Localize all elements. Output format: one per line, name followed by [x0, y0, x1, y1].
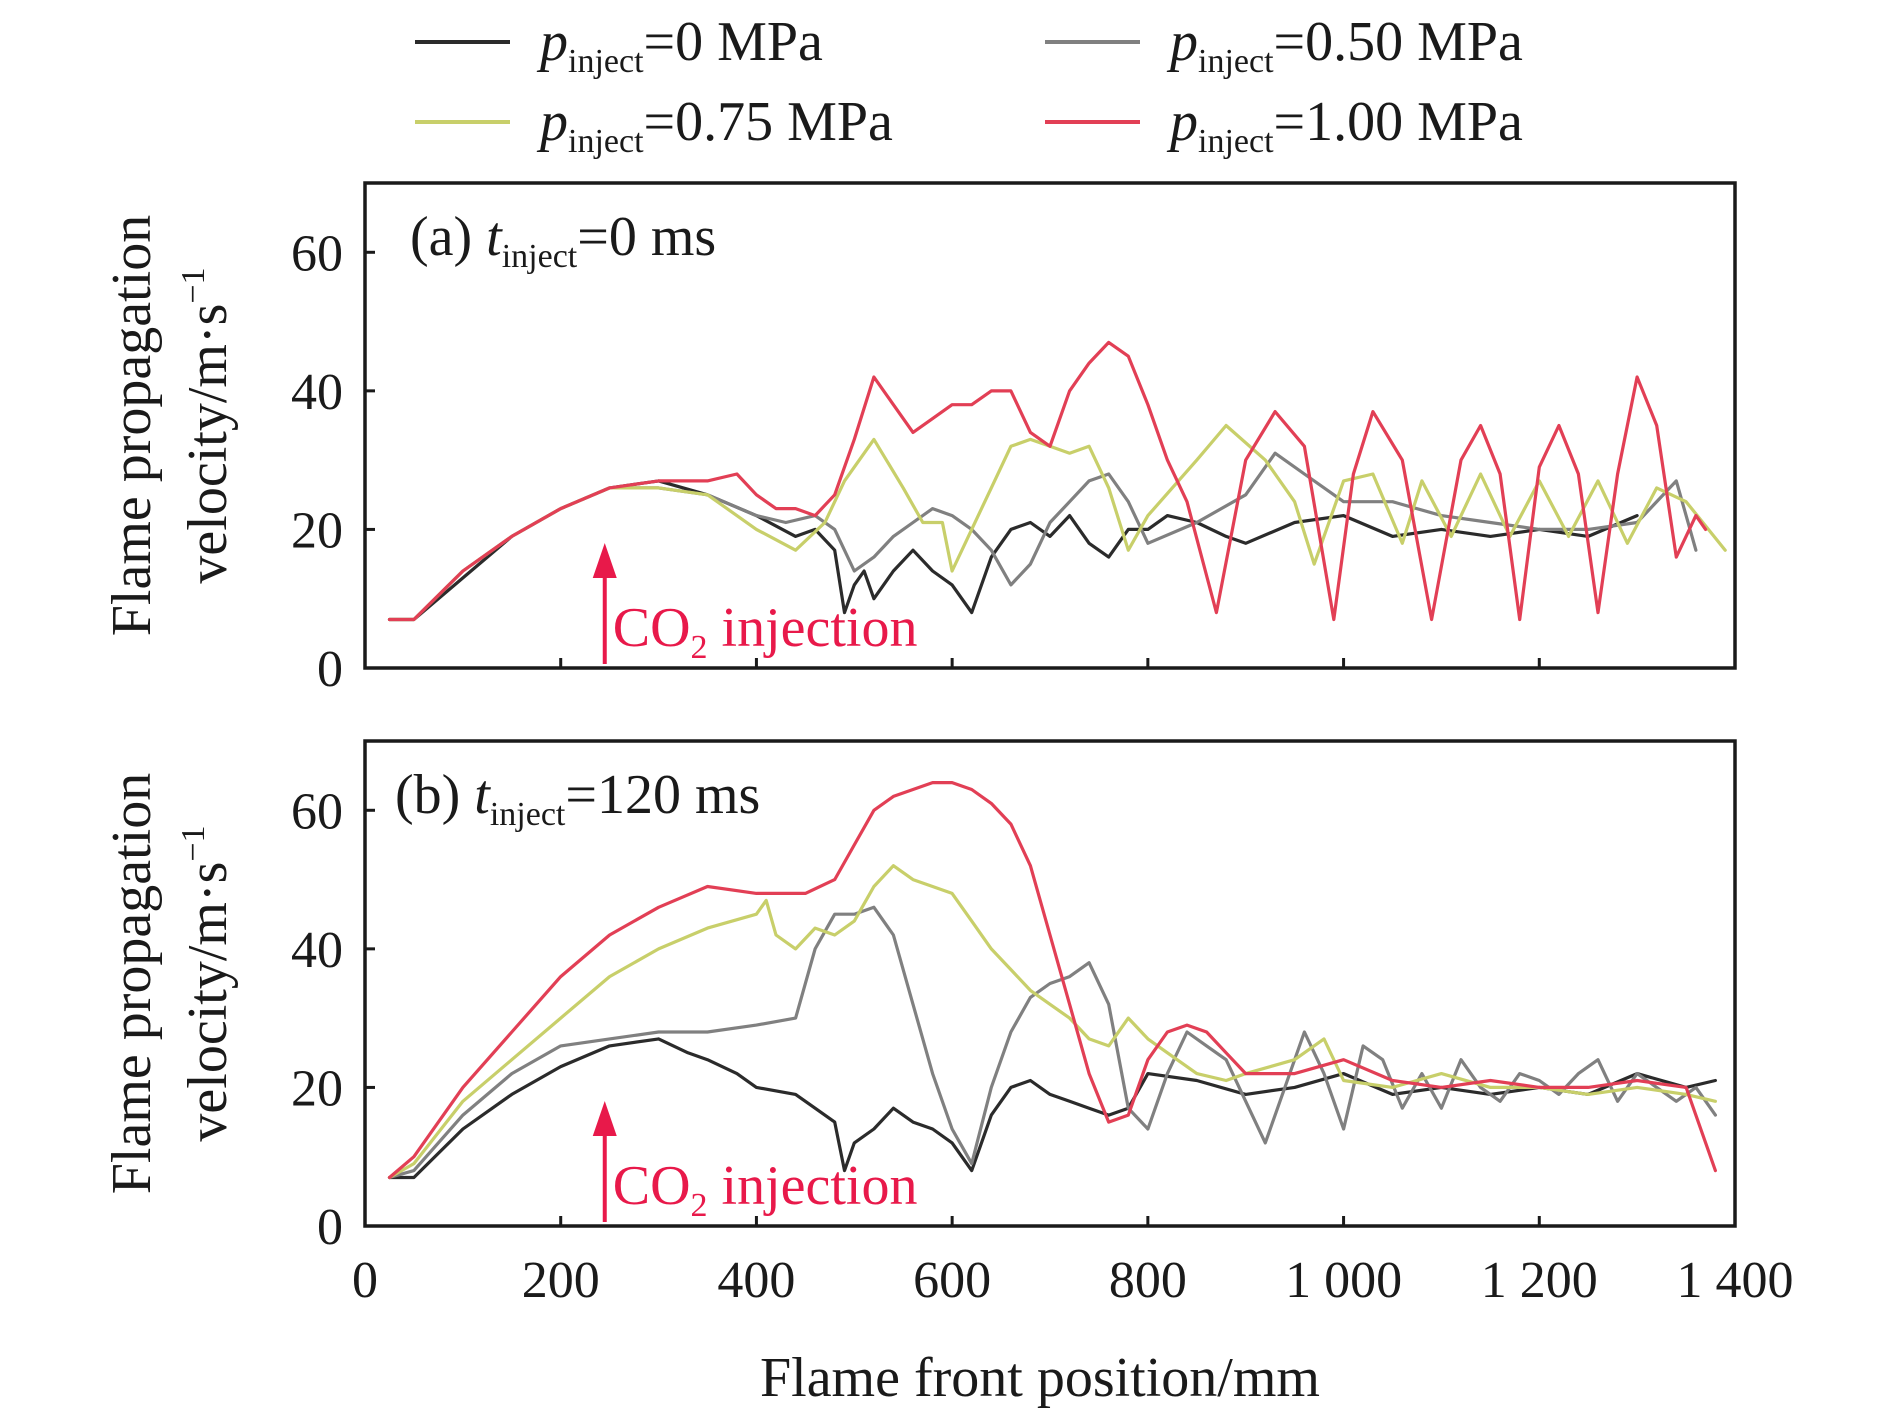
legend-entry-1: pinject=0.50 MPa	[1166, 11, 1523, 80]
series-line-2	[387, 423, 1727, 622]
y-tick-label: 0	[317, 641, 343, 698]
y-axis-title-line2: velocity/m·s−1	[175, 825, 239, 1141]
legend: pinject=0 MPa pinject=0.50 MPa pinject=0.7…	[415, 11, 1523, 160]
panel-label: (a) tinject=0 ms	[410, 206, 716, 275]
y-axis-title-line1: Flame propagation	[101, 215, 163, 636]
x-tick-label: 200	[522, 1252, 600, 1309]
series-line-3	[387, 780, 1718, 1180]
annotation-arrow-head	[592, 1101, 617, 1136]
panel-label: (b) tinject=120 ms	[395, 764, 760, 833]
series-line-2	[387, 864, 1718, 1180]
panel-b: 0 20 40 60 Flame propagation velocity/m·s−1 (b…	[101, 739, 1737, 1256]
x-tick-label: 1 200	[1481, 1252, 1598, 1309]
y-tick-label: 0	[317, 1199, 343, 1256]
x-tick-label: 600	[913, 1252, 991, 1309]
y-tick-label: 40	[291, 364, 343, 421]
annotation-label: CO2 injection	[613, 597, 918, 666]
series-line-0	[387, 1037, 1718, 1180]
x-axis-title: Flame front position/mm	[760, 1347, 1320, 1409]
panel-a: 0 20 40 60 Flame propagation velocity/m·s−1 (a…	[101, 181, 1737, 698]
legend-entry-0: pinject=0 MPa	[536, 11, 823, 80]
y-tick-label: 40	[291, 922, 343, 979]
legend-entry-2: pinject=0.75 MPa	[536, 91, 893, 160]
x-tick-label: 1 400	[1677, 1252, 1794, 1309]
x-tick-label: 0	[352, 1252, 378, 1309]
y-tick-label: 20	[291, 1060, 343, 1117]
x-axis-ticklabels: 0 200 400 600 800 1 000 1 200 1 400	[352, 1252, 1794, 1309]
x-tick-label: 1 000	[1285, 1252, 1402, 1309]
y-axis-title-line1: Flame propagation	[101, 773, 163, 1194]
series-line-1	[387, 905, 1718, 1180]
x-tick-label: 400	[717, 1252, 795, 1309]
annotation-label: CO2 injection	[613, 1155, 918, 1224]
plot-frame	[363, 739, 1737, 1228]
y-tick-label: 20	[291, 502, 343, 559]
annotation-arrow-head	[592, 543, 617, 578]
y-tick-label: 60	[291, 225, 343, 282]
x-tick-label: 800	[1109, 1252, 1187, 1309]
plot-frame	[363, 181, 1737, 670]
legend-entry-3: pinject=1.00 MPa	[1166, 91, 1523, 160]
series-line-3	[387, 340, 1708, 622]
y-axis-title-line2: velocity/m·s−1	[175, 267, 239, 583]
y-tick-label: 60	[291, 783, 343, 840]
